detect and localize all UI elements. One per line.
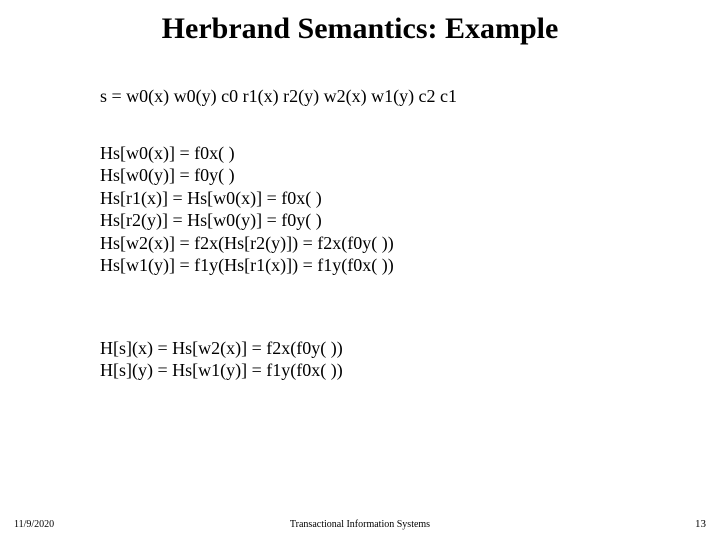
result-line: H[s](y) = Hs[w1(y)] = f1y(f0x( ))	[100, 359, 660, 382]
herbrand-line: Hs[w2(x)] = f2x(Hs[r2(y)]) = f2x(f0y( ))	[100, 232, 660, 255]
footer-page: 13	[695, 518, 706, 530]
schedule-line: s = w0(x) w0(y) c0 r1(x) r2(y) w2(x) w1(…	[100, 85, 660, 108]
schedule-block: s = w0(x) w0(y) c0 r1(x) r2(y) w2(x) w1(…	[100, 85, 660, 108]
herbrand-line: Hs[w1(y)] = f1y(Hs[r1(x)]) = f1y(f0x( ))	[100, 254, 660, 277]
herbrand-block: Hs[w0(x)] = f0x( ) Hs[w0(y)] = f0y( ) Hs…	[100, 142, 660, 277]
result-line: H[s](x) = Hs[w2(x)] = f2x(f0y( ))	[100, 337, 660, 360]
result-block: H[s](x) = Hs[w2(x)] = f2x(f0y( )) H[s](y…	[100, 337, 660, 382]
herbrand-line: Hs[r1(x)] = Hs[w0(x)] = f0x( )	[100, 187, 660, 210]
slide: Herbrand Semantics: Example s = w0(x) w0…	[0, 0, 720, 540]
footer-title: Transactional Information Systems	[0, 519, 720, 530]
herbrand-line: Hs[w0(x)] = f0x( )	[100, 142, 660, 165]
herbrand-line: Hs[r2(y)] = Hs[w0(y)] = f0y( )	[100, 209, 660, 232]
herbrand-line: Hs[w0(y)] = f0y( )	[100, 164, 660, 187]
slide-body: s = w0(x) w0(y) c0 r1(x) r2(y) w2(x) w1(…	[100, 85, 660, 416]
slide-title: Herbrand Semantics: Example	[0, 12, 720, 46]
